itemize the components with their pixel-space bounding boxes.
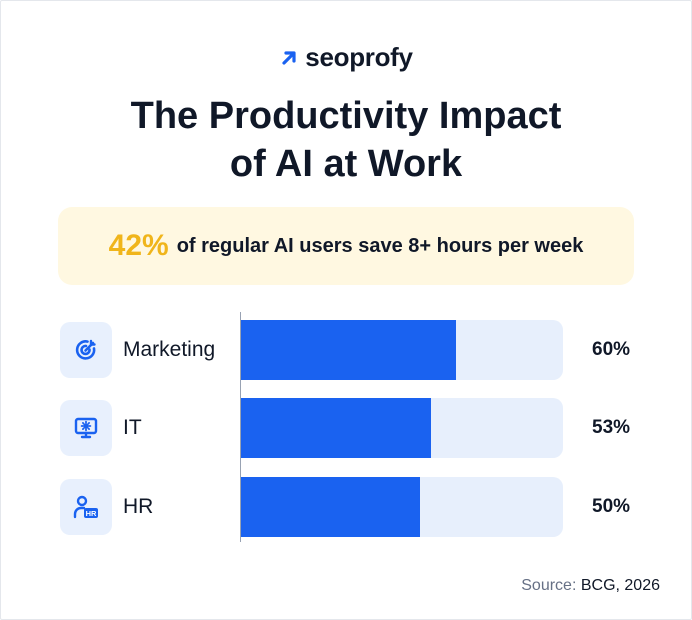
category-label: HR: [123, 495, 154, 518]
page-title: The Productivity Impact of AI at Work: [0, 92, 692, 188]
bar-marketing: [241, 320, 456, 380]
bar-track: [241, 320, 563, 380]
bar-row-it: IT 53%: [0, 398, 692, 458]
category-icon-box: [60, 400, 112, 456]
value-label: 60%: [592, 339, 631, 360]
bar-track: [241, 477, 563, 537]
bar-track: [241, 398, 563, 458]
svg-text:HR: HR: [86, 509, 97, 518]
category-icon-box: [60, 322, 112, 378]
bar-row-hr: HR HR 50%: [0, 477, 692, 537]
value-label: 50%: [592, 496, 631, 517]
bar-it: [241, 398, 431, 458]
value-label: 53%: [592, 417, 631, 438]
title-line-1: The Productivity Impact: [130, 95, 562, 137]
hr-person-icon: HR: [73, 495, 98, 519]
category-label: IT: [123, 416, 142, 439]
bar-row-marketing: Marketing 60%: [0, 320, 692, 380]
callout-text: of regular AI users save 8+ hours per we…: [176, 234, 584, 257]
arrow-up-right-icon: [282, 50, 296, 65]
brand-logo: seoprofy: [0, 42, 692, 73]
category-icon-box: HR: [60, 479, 112, 535]
brand-name: seoprofy: [305, 42, 413, 72]
callout-percent: 42%: [108, 229, 169, 262]
target-icon: [75, 339, 96, 360]
title-line-2: of AI at Work: [229, 143, 463, 185]
source-note: Source: BCG, 2026: [521, 577, 660, 595]
chart-axis-line: [240, 312, 241, 542]
category-label: Marketing: [123, 338, 216, 361]
monitor-gear-icon: [74, 417, 98, 439]
source-label: Source:: [521, 577, 577, 594]
source-value: BCG, 2026: [580, 577, 660, 594]
bar-hr: [241, 477, 420, 537]
stat-callout: 42% of regular AI users save 8+ hours pe…: [58, 207, 634, 285]
